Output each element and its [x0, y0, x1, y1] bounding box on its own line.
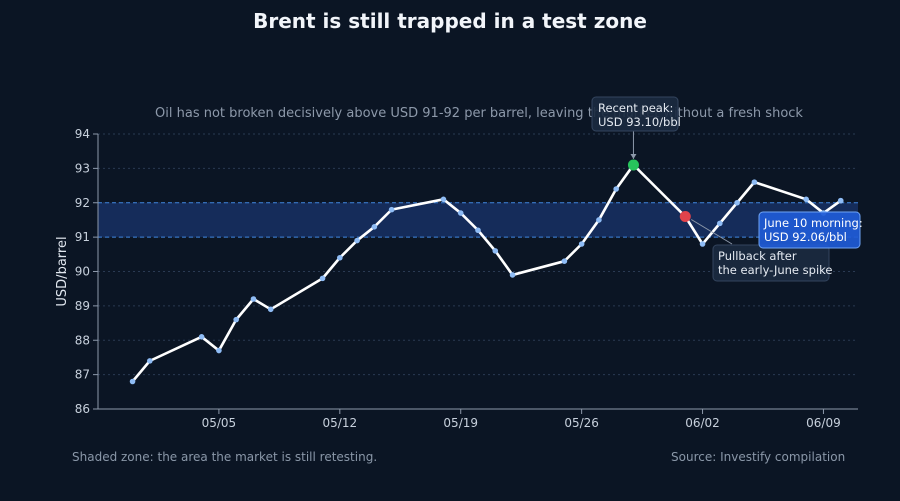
y-axis-label: USD/barrel — [55, 236, 70, 306]
data-point — [475, 227, 481, 234]
data-point — [578, 241, 585, 247]
data-point — [492, 248, 499, 254]
peak-marker — [627, 159, 639, 171]
price-line — [131, 163, 842, 383]
latest-annotation-label: USD 92.06/bbl — [764, 230, 847, 244]
pullback-marker — [679, 211, 691, 222]
data-point — [596, 217, 602, 223]
footer-source: Source: Investify compilation — [671, 450, 846, 464]
y-tick-label: 88 — [75, 333, 90, 347]
data-point — [337, 254, 343, 261]
data-point — [147, 358, 153, 364]
latest-point — [837, 197, 844, 204]
peak-arrowhead — [630, 153, 637, 159]
peak-annotation-box — [591, 96, 679, 132]
data-point — [198, 334, 205, 340]
pullback-annotation-label: the early-June spike — [718, 263, 832, 277]
data-point — [250, 296, 257, 302]
data-point — [457, 210, 464, 216]
x-tick-label: 05/05 — [202, 416, 237, 430]
y-tick-label: 93 — [75, 161, 90, 175]
data-point — [371, 224, 378, 230]
data-point — [613, 186, 619, 192]
data-point — [354, 237, 360, 244]
data-point — [751, 179, 758, 185]
data-point — [216, 347, 222, 354]
pullback-annotation-label: Pullback after — [718, 249, 797, 263]
data-point — [319, 275, 326, 282]
x-tick-label: 05/26 — [564, 416, 599, 430]
y-tick-label: 89 — [75, 299, 90, 313]
latest-annotation-label: June 10 morning: — [763, 216, 863, 230]
y-tick-label: 91 — [75, 230, 90, 244]
data-point — [561, 258, 568, 264]
data-point — [388, 206, 395, 213]
data-point — [233, 316, 239, 323]
peak-annotation-label: Recent peak: — [598, 101, 673, 115]
data-point — [509, 272, 516, 278]
data-point — [717, 220, 723, 227]
x-tick-label: 06/02 — [685, 416, 720, 430]
x-tick-label: 05/12 — [323, 416, 358, 430]
x-tick-label: 06/09 — [806, 416, 841, 430]
y-tick-label: 86 — [75, 402, 90, 416]
peak-annotation-label: USD 93.10/bbl — [598, 115, 681, 129]
chart-subtitle: Oil has not broken decisively above USD … — [155, 106, 803, 121]
x-tick-label: 05/19 — [443, 416, 478, 430]
y-tick-label: 92 — [75, 196, 90, 210]
y-tick-label: 94 — [75, 127, 90, 141]
footer-note: Shaded zone: the area the market is stil… — [72, 450, 378, 464]
data-point — [699, 241, 706, 247]
pullback-arrow — [691, 219, 733, 245]
data-point — [440, 196, 447, 203]
data-point — [734, 199, 740, 206]
y-tick-label: 87 — [75, 368, 90, 382]
data-point — [129, 378, 136, 385]
chart-title: Brent is still trapped in a test zone — [253, 9, 647, 33]
data-point — [267, 306, 274, 313]
y-tick-label: 90 — [75, 265, 90, 279]
data-point — [803, 196, 809, 203]
latest-annotation-box — [758, 211, 861, 249]
